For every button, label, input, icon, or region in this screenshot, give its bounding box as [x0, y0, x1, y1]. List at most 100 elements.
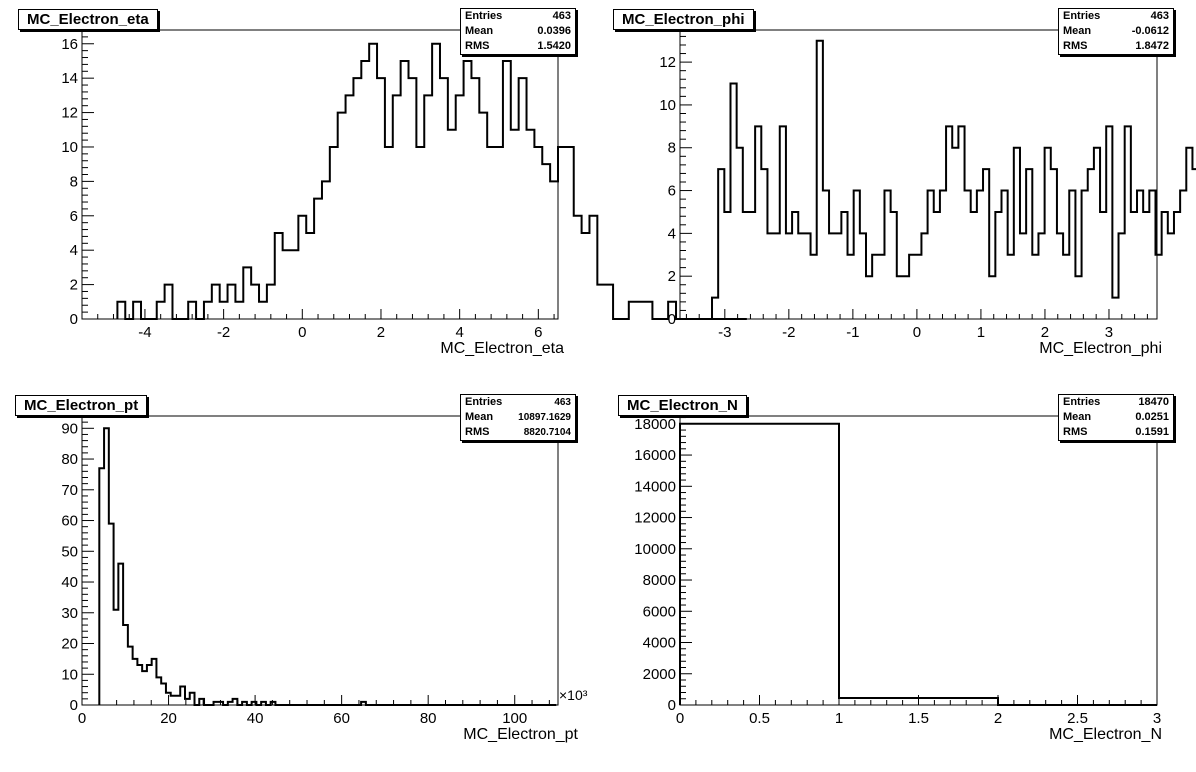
x-tick-label: -4: [138, 324, 151, 341]
x-tick-label: 0: [298, 324, 306, 341]
histogram-bin: [306, 233, 314, 319]
stats-entries-label: Entries: [465, 396, 503, 408]
histogram-bin: [519, 78, 527, 319]
x-tick-label: 1: [835, 710, 843, 727]
histogram-bin: [464, 61, 472, 319]
histogram-bin: [259, 302, 267, 319]
y-tick-label: 14000: [634, 478, 676, 495]
histogram-bins: [99, 428, 366, 705]
stats-mean-label: Mean: [465, 25, 494, 37]
stats-rms-value: 1.5420: [537, 40, 571, 52]
y-tick-label: 0: [668, 697, 676, 714]
stats-box: Entries 463 Mean 0.0396 RMS 1.5420: [460, 8, 576, 55]
histogram-bin: [774, 233, 780, 319]
y-tick-label: 2: [668, 268, 676, 285]
histogram-bin: [385, 147, 393, 319]
histogram-bin: [511, 130, 519, 319]
x-tick-label: 1: [977, 324, 985, 341]
histogram-bin: [952, 148, 958, 319]
stats-entries-value: 463: [1150, 10, 1169, 22]
histogram-bin: [338, 113, 346, 319]
x-tick-label: 100: [502, 710, 527, 727]
y-tick-label: 4: [668, 225, 676, 242]
histogram-bin: [878, 255, 884, 319]
histogram-bin: [903, 276, 909, 319]
histogram-bin: [212, 285, 220, 319]
y-tick-label: 14: [61, 70, 78, 87]
plot-frame: [679, 415, 1158, 706]
histogram-bin: [353, 78, 361, 319]
histogram-bin: [1088, 169, 1094, 319]
stats-rms-label: RMS: [465, 426, 490, 438]
histogram-bin: [456, 95, 464, 319]
y-tick-label: 4000: [643, 635, 676, 652]
histogram-bin: [283, 250, 291, 319]
histogram-bin: [133, 302, 141, 319]
histogram-bin: [574, 216, 582, 319]
histogram-bin: [487, 147, 495, 319]
histogram-bin: [724, 212, 730, 319]
y-tick-label: 0: [70, 311, 78, 328]
stats-mean-value: 10897.1629: [518, 412, 571, 423]
stats-rms-label: RMS: [1063, 40, 1088, 52]
y-tick-label: 90: [61, 420, 78, 437]
histogram-bin: [1168, 233, 1174, 319]
x-axis-title: MC_Electron_pt: [463, 726, 578, 743]
x-tick-label: 20: [160, 710, 177, 727]
stats-entries-label: Entries: [465, 10, 503, 22]
stats-entries-label: Entries: [1063, 10, 1101, 22]
histogram-bin: [361, 61, 369, 319]
histogram-pad-eta: -4 -2 0 2 4 6 0 2 4 6 8 10 12 14 16 MC_Electron_eta En…: [0, 0, 747, 386]
histogram-bin: [542, 164, 550, 319]
x-tick-label: 0: [676, 710, 684, 727]
chart-title: MC_Electron_phi: [613, 9, 754, 30]
histogram-bin: [393, 95, 401, 319]
y-tick-label: 2: [70, 277, 78, 294]
stats-mean-value: -0.0612: [1131, 25, 1169, 37]
histogram-bin: [1155, 255, 1161, 319]
histogram-bin: [377, 78, 385, 319]
histogram-bin: [1131, 212, 1137, 319]
histogram-bins: [712, 41, 1196, 319]
y-tick-label: 70: [61, 482, 78, 499]
histogram-bin: [566, 147, 574, 319]
stats-box: Entries 463 Mean -0.0612 RMS 1.8472: [1058, 8, 1174, 55]
histogram-pad-pt: 0 20 40 60 80 100 0 10 20 30 40 50 60 70 80 90 MC_Elect…: [0, 386, 598, 772]
stats-rms-label: RMS: [465, 40, 490, 52]
y-tick-label: 16000: [634, 447, 676, 464]
y-tick-label: 8000: [643, 572, 676, 589]
x-tick-label: 1.5: [908, 710, 929, 727]
x-tick-label: 4: [455, 324, 463, 341]
histogram-bin: [534, 147, 542, 319]
histogram-bin: [330, 147, 338, 319]
y-tick-label: 8: [70, 173, 78, 190]
stats-rms-value: 8820.7104: [523, 427, 571, 438]
histogram-bin: [558, 147, 566, 319]
stats-box: Entries 18470 Mean 0.0251 RMS 0.1591: [1058, 394, 1174, 441]
x-tick-label: -1: [846, 324, 859, 341]
plot-frame: [81, 29, 559, 320]
histogram-bin: [1143, 212, 1149, 319]
histogram-bin: [1112, 298, 1118, 319]
histogram-bin: [989, 276, 995, 319]
histogram-bin: [290, 250, 298, 319]
y-tick-label: 2000: [643, 666, 676, 683]
histogram-bin: [743, 212, 749, 319]
y-tick-label: 20: [61, 636, 78, 653]
stats-rms-value: 0.1591: [1135, 426, 1169, 438]
histogram-bin: [811, 255, 817, 319]
y-tick-label: 4: [70, 242, 78, 259]
x-tick-label: -2: [782, 324, 795, 341]
histogram-bin: [114, 610, 119, 705]
histogram-bin: [228, 285, 236, 319]
histogram-pad-n: 0 0.5 1 1.5 2 2.5 3 0 2000 4000 6000 8000 10000 12000…: [598, 386, 1196, 772]
stats-entries-value: 463: [554, 397, 571, 408]
chart-title: MC_Electron_pt: [15, 395, 148, 416]
plot-n: 0 0.5 1 1.5 2 2.5 3 0 2000 4000 6000 8000 10000 12000…: [634, 415, 1161, 727]
histogram-bin: [1063, 255, 1069, 319]
x-axis-title: MC_Electron_N: [1049, 726, 1162, 743]
stats-mean-label: Mean: [1063, 411, 1092, 423]
y-tick-label: 12000: [634, 510, 676, 527]
histogram-bin: [322, 181, 330, 319]
